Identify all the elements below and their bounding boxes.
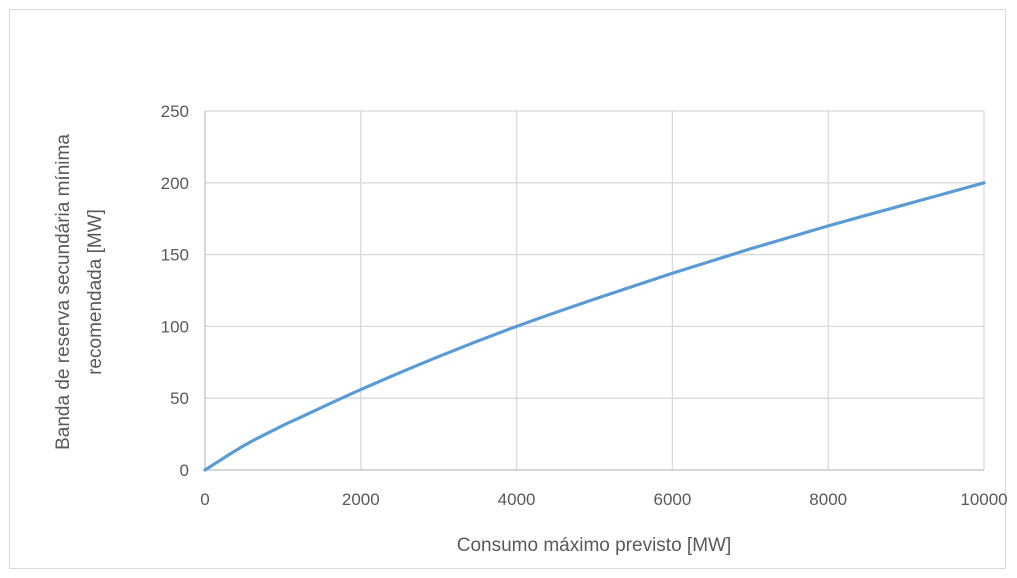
y-tick-label: 0 (180, 461, 189, 480)
y-axis-title-line-2: recomendada [MW] (85, 209, 106, 375)
y-tick-label: 200 (161, 174, 189, 193)
y-axis-title-line-1: Banda de reserva secundária mínima (53, 134, 74, 450)
y-tick-label: 100 (161, 317, 189, 336)
axes (204, 111, 984, 471)
series-layer (203, 181, 986, 472)
y-tick-label: 250 (161, 102, 189, 121)
x-tick-label: 0 (200, 490, 209, 509)
y-tick-label: 50 (170, 389, 189, 408)
grid-lines (205, 110, 985, 470)
x-tick-label: 8000 (809, 490, 847, 509)
x-axis-title: Consumo máximo previsto [MW] (457, 535, 732, 556)
series-line (203, 181, 986, 472)
x-tick-label: 2000 (342, 490, 380, 509)
x-tick-label: 4000 (498, 490, 536, 509)
x-tick-labels: 0 2000 4000 6000 8000 10000 (200, 490, 1007, 509)
x-tick-label: 6000 (653, 490, 691, 509)
y-tick-labels: 0 50 100 150 200 250 (161, 102, 189, 480)
y-tick-label: 150 (161, 246, 189, 265)
x-tick-label: 10000 (960, 490, 1007, 509)
chart-area (9, 9, 1006, 569)
